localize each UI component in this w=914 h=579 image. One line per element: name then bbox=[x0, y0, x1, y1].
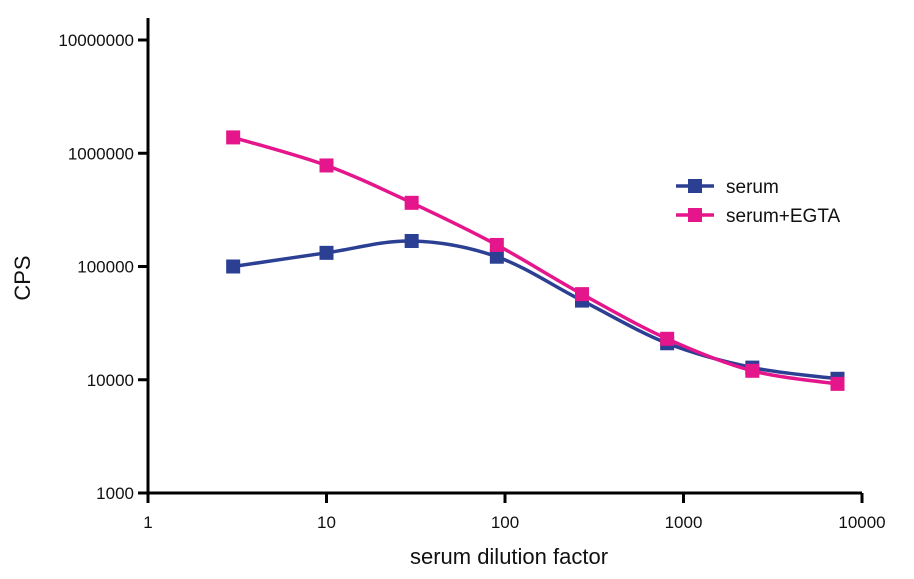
data-point-serum-egta bbox=[830, 376, 845, 391]
legend-label: serum+EGTA bbox=[726, 206, 841, 227]
series-serum bbox=[226, 233, 845, 386]
legend: serum serum+EGTA bbox=[676, 177, 841, 227]
data-point-serum-egta bbox=[489, 237, 504, 252]
data-point-serum-egta bbox=[745, 363, 760, 378]
series-layer bbox=[226, 130, 845, 391]
x-tick-label: 10000 bbox=[838, 513, 885, 532]
data-point-serum-egta bbox=[319, 158, 334, 173]
data-point-serum-egta bbox=[404, 195, 419, 210]
x-axis-title: serum dilution factor bbox=[410, 544, 608, 569]
series-serum-egta bbox=[226, 130, 845, 391]
legend-item-serum: serum bbox=[676, 177, 779, 198]
data-point-serum bbox=[319, 245, 334, 260]
legend-label: serum bbox=[726, 177, 779, 198]
y-tick-label: 10000000 bbox=[58, 31, 134, 50]
legend-item-serum-egta: serum+EGTA bbox=[676, 206, 841, 227]
x-tick-label: 1 bbox=[143, 513, 152, 532]
y-tick-label: 100000 bbox=[77, 258, 134, 277]
axes: 1000 10000 100000 1000000 10000000 1 10 100 1000… bbox=[58, 18, 886, 532]
x-tick-label: 1000 bbox=[665, 513, 703, 532]
data-point-serum-egta bbox=[226, 130, 241, 145]
data-point-serum-egta bbox=[574, 287, 589, 302]
y-tick-label: 1000 bbox=[96, 484, 134, 503]
legend-marker bbox=[688, 179, 702, 193]
data-point-serum-egta bbox=[660, 331, 675, 346]
x-tick-label: 100 bbox=[491, 513, 519, 532]
y-tick-label: 1000000 bbox=[68, 144, 134, 163]
series-line-serum bbox=[232, 239, 838, 381]
data-point-serum bbox=[226, 259, 241, 274]
y-axis-title: CPS bbox=[10, 255, 35, 300]
y-tick-label: 10000 bbox=[87, 371, 134, 390]
legend-marker bbox=[688, 208, 702, 222]
x-tick-label: 10 bbox=[317, 513, 336, 532]
data-point-serum bbox=[404, 233, 419, 248]
series-line-serum-egta bbox=[232, 135, 838, 386]
data-point-serum bbox=[489, 249, 504, 264]
